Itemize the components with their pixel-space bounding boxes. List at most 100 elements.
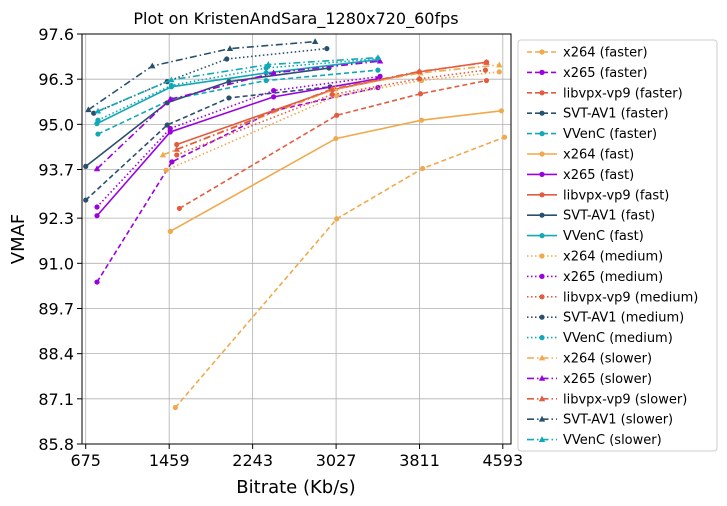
legend-item: libvpx-vp9 (slower) [527, 392, 687, 407]
legend-label: SVT-AV1 (faster) [563, 107, 669, 122]
legend-item: x264 (faster) [527, 46, 648, 61]
data-point [377, 73, 383, 79]
series-x264-fast [167, 108, 505, 234]
legend-item: SVT-AV1 (slower) [527, 413, 673, 428]
x-tick-label: 1459 [149, 451, 190, 470]
data-point [416, 76, 423, 82]
data-point [167, 228, 173, 234]
legend-swatch-marker [539, 171, 545, 177]
chart-title: Plot on KristenAndSara_1280x720_60fps [133, 9, 458, 29]
series-libvpx-vp9-medium [174, 67, 489, 158]
data-point [226, 45, 234, 51]
data-point [94, 204, 100, 210]
series-line [96, 78, 379, 217]
data-point [265, 61, 272, 67]
legend-swatch-marker [539, 212, 545, 218]
data-point [375, 67, 381, 73]
legend-item: VVenC (fast) [527, 229, 644, 244]
x-tick-label: 3811 [399, 451, 440, 470]
legend-label: VVenC (medium) [563, 331, 673, 346]
y-tick-label: 97.6 [38, 25, 74, 44]
legend-swatch-marker [539, 69, 545, 75]
legend-label: VVenC (slower) [563, 433, 662, 448]
data-point [263, 77, 269, 84]
data-point [169, 159, 175, 165]
legend-swatch-marker [539, 335, 545, 341]
data-point [95, 131, 101, 137]
legend-label: x264 (fast) [563, 148, 634, 163]
legend-label: VVenC (faster) [563, 127, 657, 142]
data-point [159, 151, 167, 158]
series-libvpx-vp9-faster [176, 77, 490, 212]
y-tick-label: 93.7 [38, 161, 74, 180]
legend-swatch-marker [538, 375, 546, 381]
legend-item: x265 (fast) [527, 168, 634, 183]
y-tick-label: 85.8 [38, 435, 74, 454]
data-point [226, 95, 232, 101]
data-point [176, 205, 183, 212]
legend-swatch-marker [539, 294, 545, 300]
data-point [270, 69, 277, 76]
data-point [496, 69, 502, 75]
data-point [496, 61, 503, 68]
data-point [418, 117, 425, 123]
series-line [96, 60, 381, 170]
data-point [483, 77, 490, 84]
data-point [416, 68, 423, 74]
legend-swatch-marker [539, 49, 545, 55]
data-point [271, 94, 277, 100]
data-point [328, 85, 336, 92]
x-axis-ticks: 675 1459 2243 3027 3811 4593 [70, 444, 523, 470]
x-tick-label: 4593 [482, 451, 523, 470]
legend-label: x265 (fast) [563, 168, 634, 183]
y-tick-label: 87.1 [38, 390, 74, 409]
data-point [94, 279, 100, 285]
y-tick-label: 91.0 [38, 254, 74, 273]
series-line [85, 86, 331, 201]
legend-swatch-marker [539, 273, 545, 279]
legend-swatch-marker [539, 314, 545, 320]
data-point [91, 110, 97, 116]
legend-swatch-marker [539, 233, 545, 239]
data-point [498, 108, 505, 114]
series-vvenc-slower [94, 54, 382, 114]
legend-swatch-marker [538, 415, 546, 422]
data-point [333, 93, 340, 99]
legend-item: x265 (faster) [527, 66, 648, 81]
y-axis-ticks: 85.8 87.1 88.4 89.7 91.0 92.3 93.7 95.0 96.3 97.6 [38, 25, 82, 454]
x-tick-label: 3027 [316, 451, 357, 470]
legend-item: x265 (medium) [527, 270, 663, 285]
series-line [96, 86, 379, 283]
legend-item: libvpx-vp9 (fast) [527, 188, 669, 203]
legend-swatch-marker [538, 436, 546, 442]
legend-label: VVenC (fast) [563, 229, 644, 244]
legend-swatch-marker [539, 90, 545, 96]
legend-swatch-marker [539, 110, 545, 116]
y-tick-label: 96.3 [38, 70, 74, 89]
data-point [174, 152, 180, 158]
y-axis-label: VMAF [8, 214, 29, 265]
data-point [311, 38, 319, 45]
legend-swatch-marker [539, 192, 545, 198]
data-point [83, 197, 89, 203]
legend-item: SVT-AV1 (fast) [527, 209, 655, 224]
series-libvpx-vp9-slower [173, 59, 490, 152]
series-line [169, 109, 502, 233]
data-point [167, 95, 174, 102]
series-line [97, 69, 379, 135]
y-tick-label: 95.0 [38, 115, 74, 134]
data-point [149, 62, 156, 69]
legend-label: x265 (slower) [563, 372, 652, 387]
legend-label: libvpx-vp9 (faster) [563, 86, 683, 101]
series-svt-av1-slower [85, 38, 319, 113]
data-point [324, 45, 330, 52]
data-point [173, 145, 180, 152]
data-point [95, 117, 101, 123]
data-point [329, 91, 335, 98]
legend-swatch-marker [539, 131, 545, 137]
data-point [420, 165, 426, 172]
legend-item: x265 (slower) [527, 372, 652, 387]
legend-label: libvpx-vp9 (slower) [563, 392, 687, 407]
data-point [374, 54, 382, 61]
